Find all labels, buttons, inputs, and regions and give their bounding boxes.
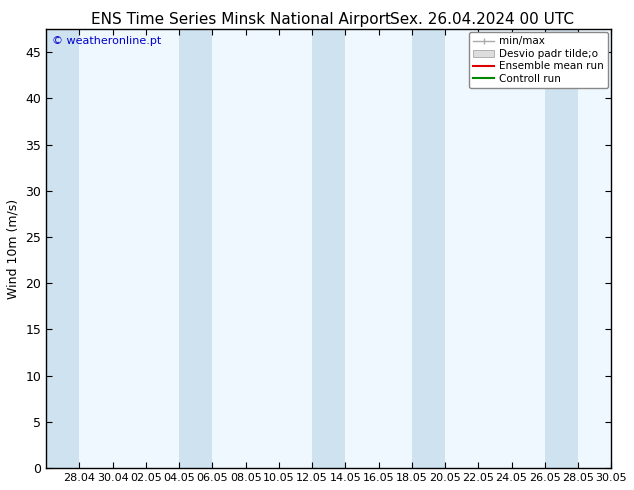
Text: © weatheronline.pt: © weatheronline.pt <box>52 36 161 46</box>
Text: ENS Time Series Minsk National Airport: ENS Time Series Minsk National Airport <box>91 12 391 27</box>
Y-axis label: Wind 10m (m/s): Wind 10m (m/s) <box>7 198 20 299</box>
Text: Sex. 26.04.2024 00 UTC: Sex. 26.04.2024 00 UTC <box>390 12 574 27</box>
Bar <box>545 29 578 468</box>
Bar <box>412 29 445 468</box>
Legend: min/max, Desvio padr tilde;o, Ensemble mean run, Controll run: min/max, Desvio padr tilde;o, Ensemble m… <box>469 32 608 88</box>
Bar <box>179 29 212 468</box>
Bar <box>46 29 79 468</box>
Bar <box>312 29 346 468</box>
